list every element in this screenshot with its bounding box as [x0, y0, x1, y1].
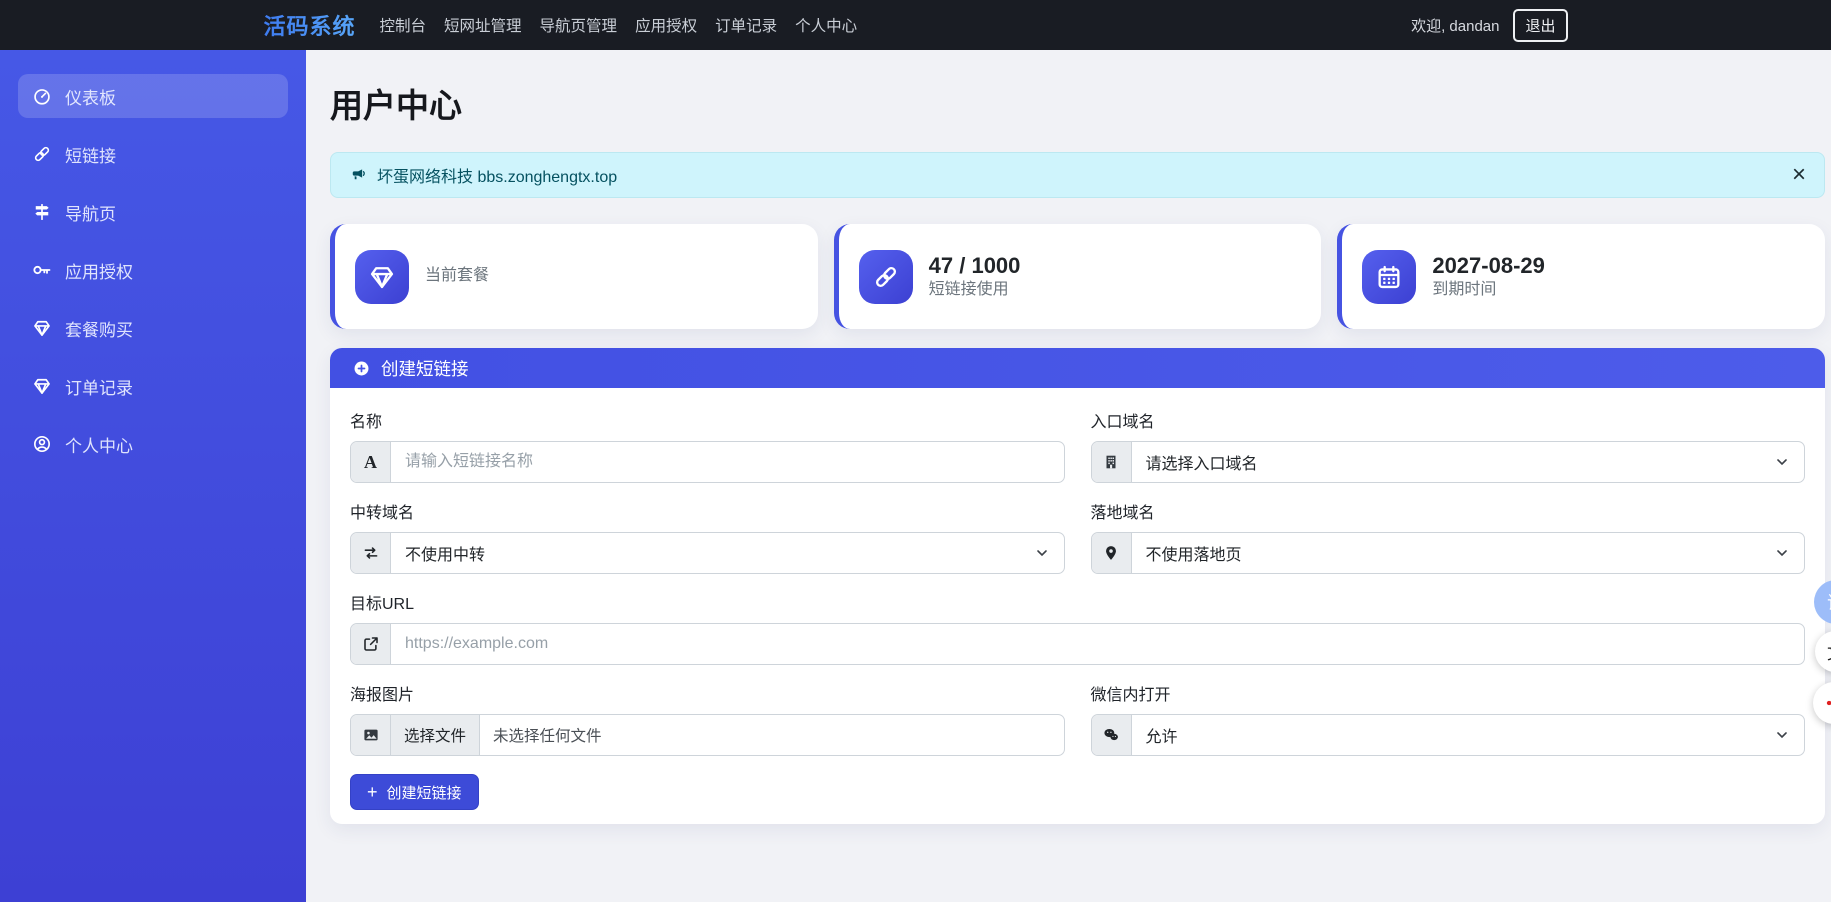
file-status-text: 未选择任何文件 — [493, 728, 602, 745]
sidebar-item-label: 应用授权 — [65, 262, 133, 282]
gem-icon — [34, 320, 50, 336]
field-transit-domain: 中转域名 不使用中转 — [350, 499, 1065, 574]
user-circle-icon — [33, 435, 51, 453]
entry-domain-select[interactable]: 请选择入口域名 — [1132, 442, 1805, 482]
nav-item-shorturl-manage[interactable]: 短网址管理 — [444, 18, 522, 35]
stat-value: 47 / 1000 — [928, 253, 1021, 279]
chevron-down-icon — [1777, 550, 1787, 557]
wechat-open-select[interactable]: 允许 — [1132, 715, 1805, 755]
sidebar-item-plan-purchase[interactable]: 套餐购买 — [18, 306, 288, 350]
stat-card-current-plan: 当前套餐 — [330, 224, 818, 329]
image-icon — [363, 729, 378, 741]
gauge-icon — [34, 89, 50, 105]
landing-domain-select[interactable]: 不使用落地页 — [1132, 533, 1805, 573]
stat-value: 2027-08-29 — [1432, 253, 1545, 279]
nav-item-navpage-manage[interactable]: 导航页管理 — [539, 18, 618, 35]
gem-icon — [370, 266, 394, 288]
name-input[interactable] — [391, 442, 1064, 482]
landing-domain-label: 落地域名 — [1090, 505, 1155, 522]
top-nav-links: 控制台 短网址管理 导航页管理 应用授权 订单记录 个人中心 — [378, 10, 860, 40]
sidebar-item-shortlink[interactable]: 短链接 — [18, 132, 288, 176]
map-marker-icon — [1106, 546, 1116, 560]
stat-card-expiry-date: 2027-08-29 到期时间 — [1337, 224, 1825, 329]
announcement-banner: 坏蛋网络科技 bbs.zonghengtx.top × — [330, 152, 1825, 198]
target-url-input[interactable] — [391, 624, 1804, 664]
exchange-icon — [364, 547, 377, 559]
nav-item-app-auth[interactable]: 应用授权 — [635, 18, 698, 35]
main-content: 用户中心 坏蛋网络科技 bbs.zonghengtx.top × 当前套餐 — [306, 50, 1831, 902]
key-icon — [33, 265, 51, 275]
nav-item-personal-center[interactable]: 个人中心 — [795, 18, 858, 35]
page-title: 用户中心 — [330, 87, 462, 124]
brand-logo[interactable]: 活码系统 — [264, 9, 356, 41]
nav-item-console[interactable]: 控制台 — [379, 18, 427, 35]
share-nodes-icon — [1826, 700, 1831, 706]
name-label: 名称 — [350, 414, 383, 431]
calendar-icon — [1378, 265, 1400, 288]
logout-button[interactable]: 退出 — [1513, 8, 1568, 42]
field-landing-domain: 落地域名 不使用落地页 — [1090, 499, 1805, 574]
bullhorn-icon — [352, 169, 365, 180]
sidebar-item-navpage[interactable]: 导航页 — [18, 190, 288, 234]
sidebar-item-app-auth[interactable]: 应用授权 — [18, 248, 288, 292]
transit-domain-select[interactable]: 不使用中转 — [391, 533, 1064, 573]
sidebar-item-order-records[interactable]: 订单记录 — [18, 364, 288, 408]
field-wechat-open: 微信内打开 允许 — [1090, 681, 1805, 756]
sidebar-item-label: 套餐购买 — [65, 320, 133, 340]
chevron-down-icon — [1036, 550, 1047, 557]
field-name: 名称 A — [350, 408, 1065, 483]
stats-row: 当前套餐 47 / 1000 短链接使用 — [330, 224, 1825, 329]
plus-circle-icon — [354, 361, 369, 375]
nav-item-order-records[interactable]: 订单记录 — [715, 18, 778, 35]
close-icon[interactable]: × — [1791, 161, 1806, 188]
text-tool-button[interactable]: 文 — [1815, 631, 1831, 672]
announcement-text: 坏蛋网络科技 bbs.zonghengtx.top — [377, 169, 618, 186]
building-icon — [1106, 455, 1116, 469]
target-url-label: 目标URL — [350, 596, 415, 613]
stat-label: 当前套餐 — [425, 267, 490, 285]
plus-icon: + — [367, 782, 378, 802]
stat-label: 到期时间 — [1432, 280, 1497, 298]
external-link-icon — [363, 637, 378, 651]
link-icon — [34, 146, 50, 162]
create-card-title: 创建短链接 — [381, 358, 469, 379]
wechat-icon — [1104, 729, 1118, 741]
choose-file-button[interactable]: 选择文件 — [391, 715, 481, 755]
share-tool-button[interactable] — [1813, 682, 1831, 724]
sidebar-item-personal-center[interactable]: 个人中心 — [18, 422, 288, 466]
create-shortlink-card: 创建短链接 名称 A 入口域名 — [330, 348, 1825, 824]
sidebar-item-label: 短链接 — [65, 146, 116, 166]
wechat-open-label: 微信内打开 — [1090, 687, 1171, 704]
stat-label: 短链接使用 — [928, 280, 1009, 298]
sidebar-item-label: 个人中心 — [65, 436, 133, 456]
chevron-down-icon — [1777, 459, 1787, 466]
sidebar-item-dashboard[interactable]: 仪表板 — [18, 74, 288, 118]
field-target-url: 目标URL — [350, 590, 1805, 665]
field-entry-domain: 入口域名 请选择入口域名 — [1090, 408, 1805, 483]
sidebar-item-label: 导航页 — [65, 204, 116, 224]
create-card-header: 创建短链接 — [330, 348, 1825, 388]
translate-bubble-button[interactable]: 译 — [1814, 580, 1831, 624]
link-icon — [875, 266, 896, 287]
transit-domain-label: 中转域名 — [350, 505, 415, 522]
welcome-text: 欢迎, dandan — [1411, 17, 1500, 35]
signpost-icon — [35, 204, 49, 220]
poster-label: 海报图片 — [350, 687, 415, 704]
font-icon: A — [364, 451, 377, 472]
create-shortlink-button[interactable]: + 创建短链接 — [350, 774, 479, 810]
chevron-down-icon — [1777, 732, 1787, 739]
stat-card-shortlink-usage: 47 / 1000 短链接使用 — [833, 224, 1322, 329]
sidebar: 仪表板 短链接 导航页 应用授权 套餐购买 订单记录 — [0, 50, 306, 902]
sidebar-item-label: 订单记录 — [65, 378, 133, 398]
gem-icon — [34, 378, 50, 394]
sidebar-item-label: 仪表板 — [65, 88, 116, 108]
field-poster-image: 海报图片 选择文件 未选择任何文件 — [350, 681, 1065, 756]
entry-domain-label: 入口域名 — [1090, 414, 1155, 431]
top-navbar: 活码系统 控制台 短网址管理 导航页管理 应用授权 订单记录 个人中心 欢迎, … — [0, 0, 1831, 50]
